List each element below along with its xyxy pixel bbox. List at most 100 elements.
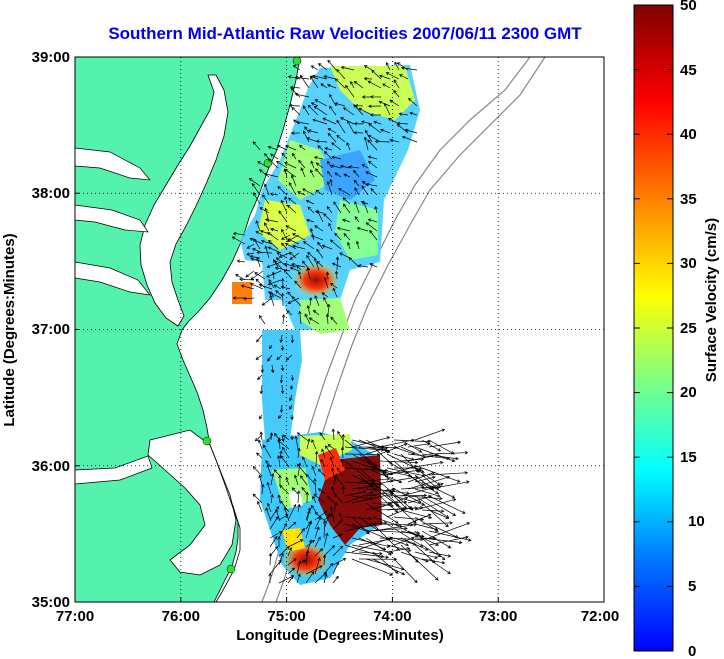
velocity-vector [332,561,340,575]
velocity-vector [260,239,273,245]
velocity-vector [284,196,288,205]
velocity-vector [250,282,264,290]
velocity-vector [264,222,270,232]
lon-tick-label: 74:00 [373,608,411,625]
velocity-vector [414,428,446,441]
velocity-vector [268,572,272,584]
velocity-vector [400,509,433,520]
velocity-vector [400,66,418,71]
velocity-vector [277,494,281,504]
colorbar-tick-label: 5 [688,578,696,595]
velocity-vector [289,252,300,260]
velocity-vector [372,523,400,551]
velocity-vector [238,277,255,282]
velocity-vector [344,452,381,457]
velocity-vector [281,228,288,241]
velocity-vector [334,270,339,280]
velocity-vector [312,74,328,80]
velocity-vector [361,120,373,125]
velocity-vector [327,127,337,134]
velocity-vector [265,460,272,468]
velocity-vector [321,292,329,298]
velocity-vector [267,354,273,362]
velocity-vector [305,491,309,504]
colorbar-tick-label: 10 [688,513,705,530]
velocity-vector [357,264,369,268]
colorbar-tick-label: 20 [680,384,697,401]
velocity-vector [340,65,355,71]
velocity-vector [291,131,301,135]
velocity-vector [250,270,264,280]
velocity-vector [312,309,320,316]
velocity-vector [336,226,351,232]
velocity-vector [332,520,342,530]
velocity-vector [344,516,373,521]
velocity-vector [379,442,408,455]
velocity-vector [329,282,338,289]
velocity-vector [259,315,266,325]
velocity-vector [288,251,297,259]
velocity-vector [314,511,326,522]
chesapeake-bay [139,74,229,327]
velocity-vector [254,434,263,442]
velocity-vector [373,120,382,125]
velocity-vector [291,296,302,307]
velocity-vector [270,493,274,504]
velocity-vector [351,492,395,504]
velocity-vector [334,232,342,241]
velocity-vector [302,130,310,143]
river-inlet [75,455,153,485]
velocity-vector [297,447,301,459]
velocity-vector [302,456,308,468]
velocity-vector [316,260,324,268]
velocity-vector [329,239,342,250]
velocity-vector [306,254,315,268]
velocity-vector [278,252,291,258]
velocity-vector [372,551,399,574]
velocity-vector [338,512,344,522]
velocity-vector [365,182,378,187]
velocity-vector [382,83,391,89]
velocity-vector [369,229,378,241]
velocity-vector [323,532,329,548]
velocity-vector [421,439,442,452]
tick-marks [75,192,499,602]
colorbar-tick-label: 50 [680,0,697,14]
lat-tick-label: 38:00 [32,185,70,202]
velocity-vector [317,241,324,250]
velocity-vector [372,467,412,478]
velocity-vector [339,252,351,259]
velocity-vector [326,170,333,178]
velocity-vector [289,266,300,272]
velocity-vector [286,310,293,316]
velocity-vector [361,185,369,196]
velocity-vector [379,438,415,448]
velocity-vector [287,503,297,521]
velocity-vector [281,434,285,443]
velocity-vector [304,126,310,134]
velocity-vector [302,240,315,250]
velocity-vector [317,145,324,151]
velocity-vector [336,467,344,477]
velocity-vector [262,194,270,205]
velocity-vector [268,279,275,289]
velocity-vector [421,481,456,499]
velocity-vector [358,477,391,483]
velocity-vector [319,432,326,441]
velocity-vector [344,551,390,559]
velocity-vector [323,573,328,584]
velocity-vector [270,364,275,374]
velocity-vector [332,533,343,539]
velocity-vector [320,458,326,468]
velocity-vector [338,188,351,196]
velocity-vector [300,167,306,178]
velocity-vector [398,74,409,80]
velocity-vector [287,521,297,530]
velocity-vector [305,565,323,575]
velocity-vector [267,502,272,513]
velocity-vector [314,548,324,557]
velocity-vector [414,523,439,531]
lat-tick-label: 39:00 [32,49,70,66]
velocity-vector [305,199,315,205]
